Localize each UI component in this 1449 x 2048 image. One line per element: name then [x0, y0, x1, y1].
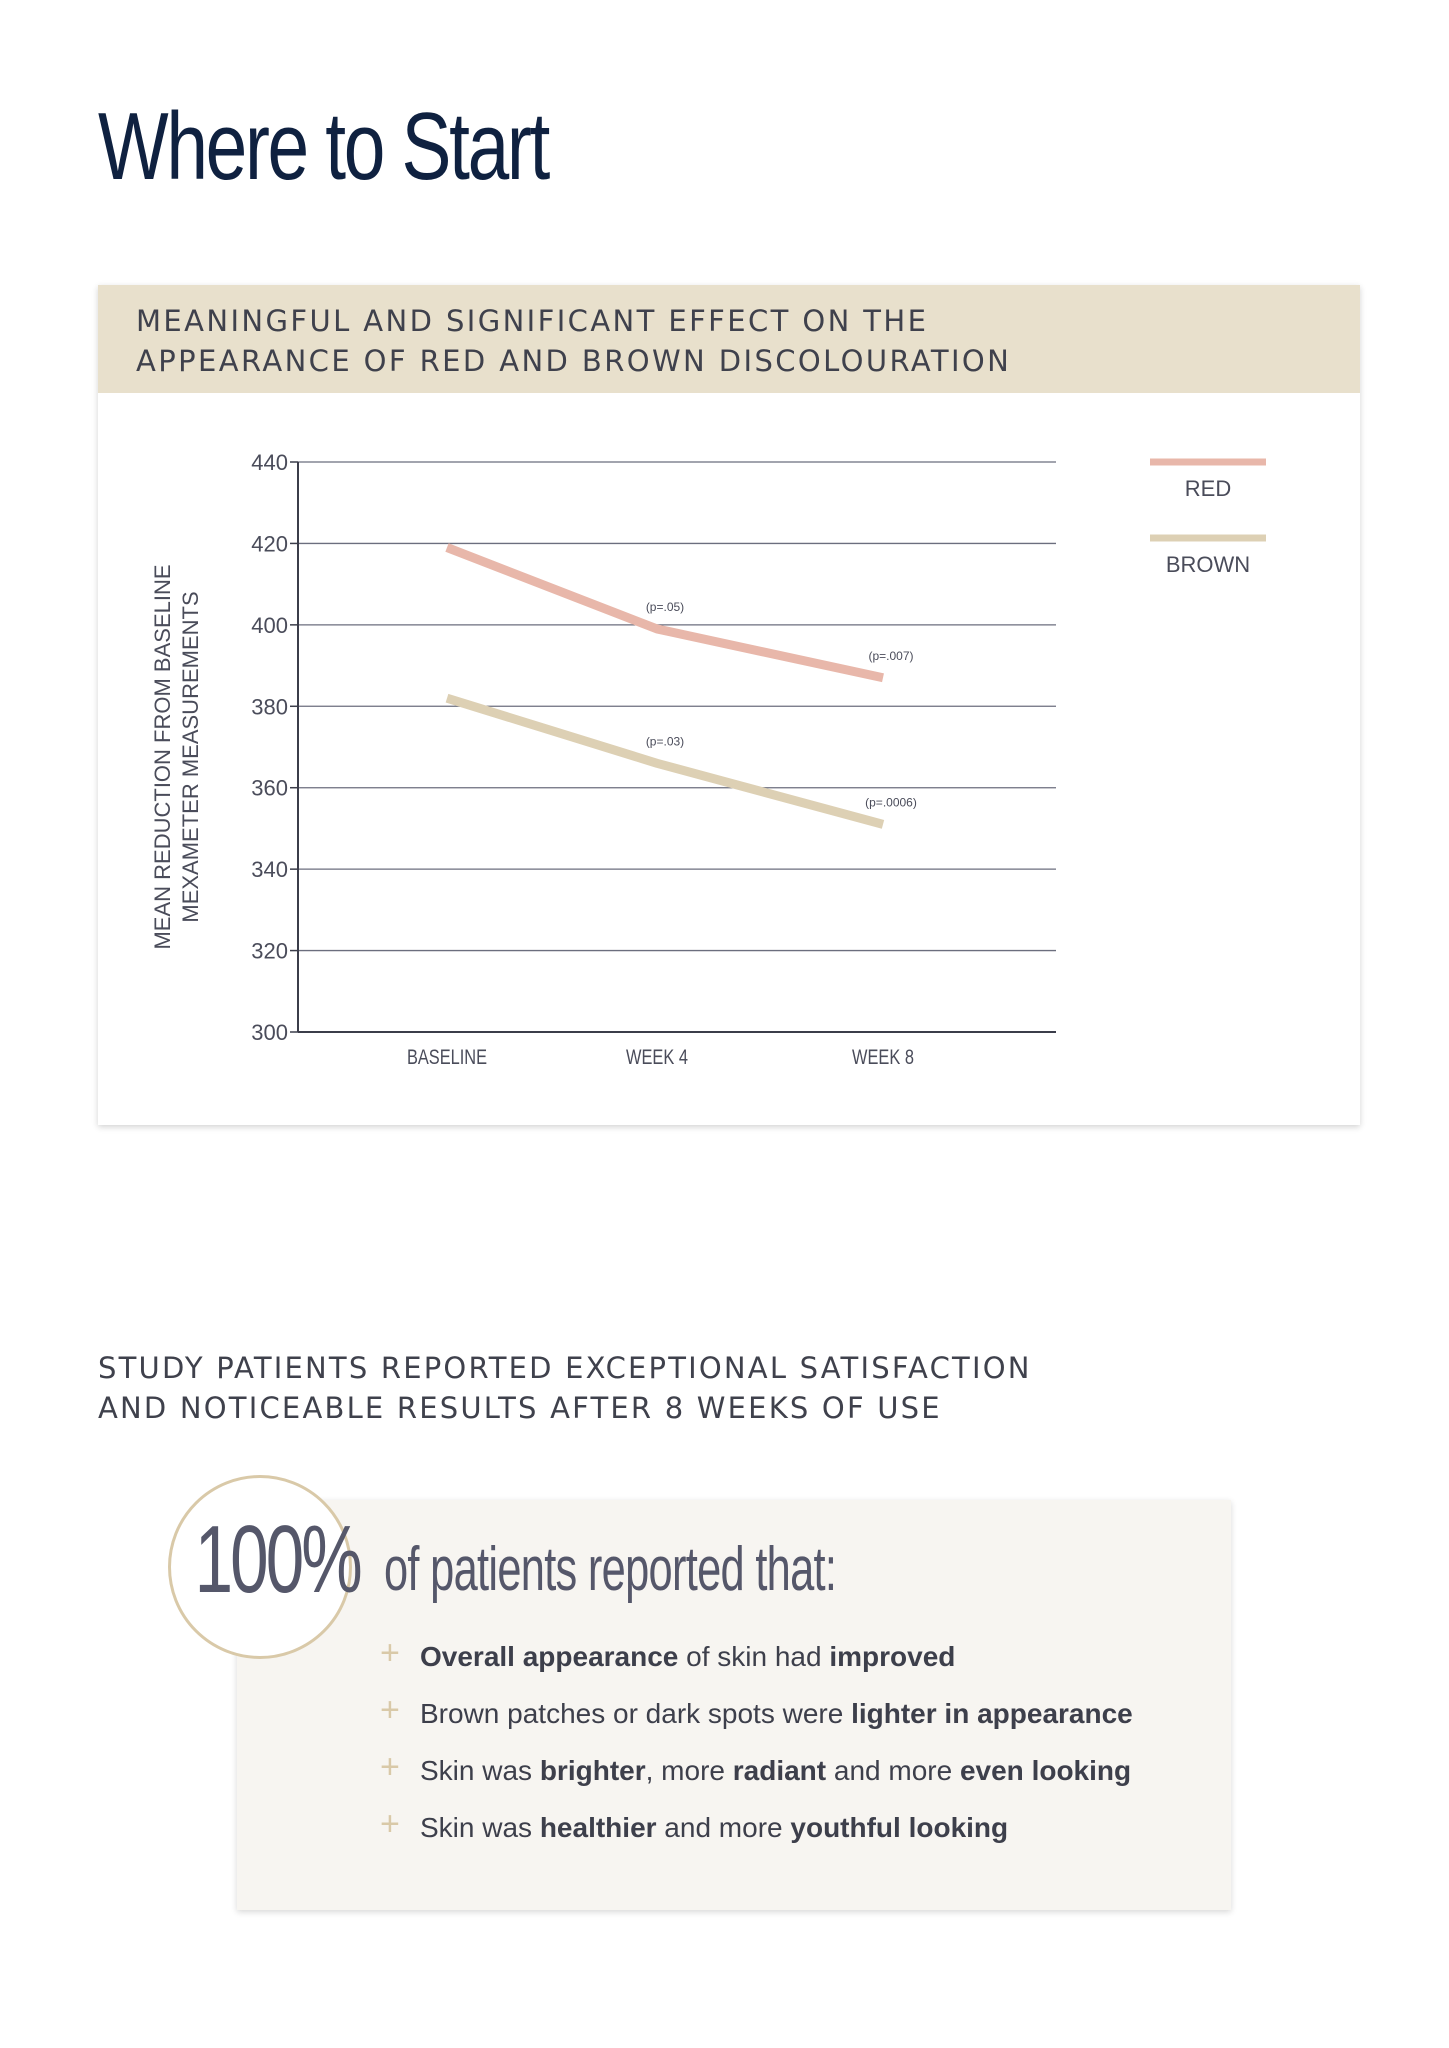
- p-value-annotation: (p=.007): [868, 649, 913, 663]
- y-tick-label: 440: [251, 450, 288, 475]
- stat-circle: [168, 1475, 352, 1659]
- stat-list-text: Brown patches or dark spots were lighter…: [420, 1698, 1133, 1730]
- emphasis-text: improved: [829, 1640, 956, 1672]
- stat-list-item: + Skin was healthier and more youthful lo…: [380, 1799, 1133, 1856]
- stat-caption: of patients reported that:: [384, 1535, 837, 1604]
- stat-list-item: + Brown patches or dark spots were lighte…: [380, 1685, 1133, 1742]
- plain-text: , more: [645, 1754, 733, 1786]
- legend-label-brown: BROWN: [1166, 552, 1250, 577]
- y-tick-label: 420: [251, 531, 288, 556]
- stat-list-text: Skin was brighter, more radiant and more…: [420, 1755, 1131, 1787]
- plain-text: Brown patches or dark spots were: [420, 1697, 852, 1729]
- stat-list-text: Overall appearance of skin had improved: [420, 1641, 955, 1673]
- plain-text: Skin was: [420, 1754, 540, 1786]
- emphasis-text: even looking: [959, 1754, 1132, 1786]
- p-value-annotation: (p=.05): [646, 600, 684, 614]
- y-tick-label: 360: [251, 776, 288, 801]
- plus-icon: +: [380, 1634, 400, 1672]
- legend-label-red: RED: [1185, 476, 1231, 501]
- emphasis-text: lighter in appearance: [851, 1697, 1133, 1729]
- stat-list-item: + Overall appearance of skin had improved: [380, 1628, 1133, 1685]
- p-value-annotation: (p=.03): [646, 734, 684, 748]
- y-axis-label: MEAN REDUCTION FROM BASELINE: [150, 564, 175, 949]
- plus-icon: +: [380, 1748, 400, 1786]
- p-value-annotation: (p=.0006): [865, 795, 917, 809]
- stat-list: + Overall appearance of skin had improved…: [380, 1628, 1133, 1856]
- stat-list-text: Skin was healthier and more youthful loo…: [420, 1812, 1008, 1844]
- y-axis-label: MEXAMETER MEASUREMENTS: [178, 591, 203, 922]
- emphasis-text: radiant: [732, 1754, 827, 1786]
- line-chart: 300 320 340 360 380 400 420 440 BASELINE WEEK 4 WE…: [150, 450, 1266, 1068]
- y-tick-label: 380: [251, 694, 288, 719]
- chart-title: MEANINGFUL AND SIGNIFICANT EFFECT ON THE…: [136, 301, 1336, 381]
- plus-icon: +: [380, 1805, 400, 1843]
- emphasis-text: brighter: [539, 1754, 646, 1786]
- stat-card: [237, 1500, 1231, 1910]
- satisfaction-heading: STUDY PATIENTS REPORTED EXCEPTIONAL SATI…: [98, 1348, 1348, 1428]
- y-tick-label: 340: [251, 857, 288, 882]
- satisfaction-heading-line-1: STUDY PATIENTS REPORTED EXCEPTIONAL SATI…: [98, 1351, 1032, 1385]
- x-tick-label: BASELINE: [407, 1045, 487, 1068]
- plain-text: Skin was: [420, 1811, 540, 1843]
- stat-value: 100%: [194, 1506, 363, 1613]
- emphasis-text: healthier: [539, 1811, 657, 1843]
- y-tick-label: 300: [251, 1020, 288, 1045]
- plus-icon: +: [380, 1691, 400, 1729]
- satisfaction-heading-line-2: AND NOTICEABLE RESULTS AFTER 8 WEEKS OF …: [98, 1391, 942, 1425]
- plain-text: and more: [656, 1811, 791, 1843]
- emphasis-text: youthful looking: [790, 1811, 1009, 1843]
- chart-title-line-1: MEANINGFUL AND SIGNIFICANT EFFECT ON THE: [136, 304, 929, 338]
- x-tick-label: WEEK 4: [626, 1045, 688, 1068]
- plain-text: of skin had: [678, 1640, 830, 1672]
- page-title: Where to Start: [98, 93, 550, 200]
- series-line-brown: [445, 693, 885, 829]
- chart-title-line-2: APPEARANCE OF RED AND BROWN DISCOLOURATI…: [136, 344, 1012, 378]
- y-tick-label: 320: [251, 939, 288, 964]
- x-tick-label: WEEK 8: [852, 1045, 914, 1068]
- chart-header: MEANINGFUL AND SIGNIFICANT EFFECT ON THE…: [98, 285, 1360, 393]
- y-tick-label: 400: [251, 613, 288, 638]
- stat-list-item: + Skin was brighter, more radiant and mor…: [380, 1742, 1133, 1799]
- plain-text: and more: [826, 1754, 960, 1786]
- chart-card: MEANINGFUL AND SIGNIFICANT EFFECT ON THE…: [98, 285, 1360, 1125]
- emphasis-text: Overall appearance: [420, 1640, 679, 1672]
